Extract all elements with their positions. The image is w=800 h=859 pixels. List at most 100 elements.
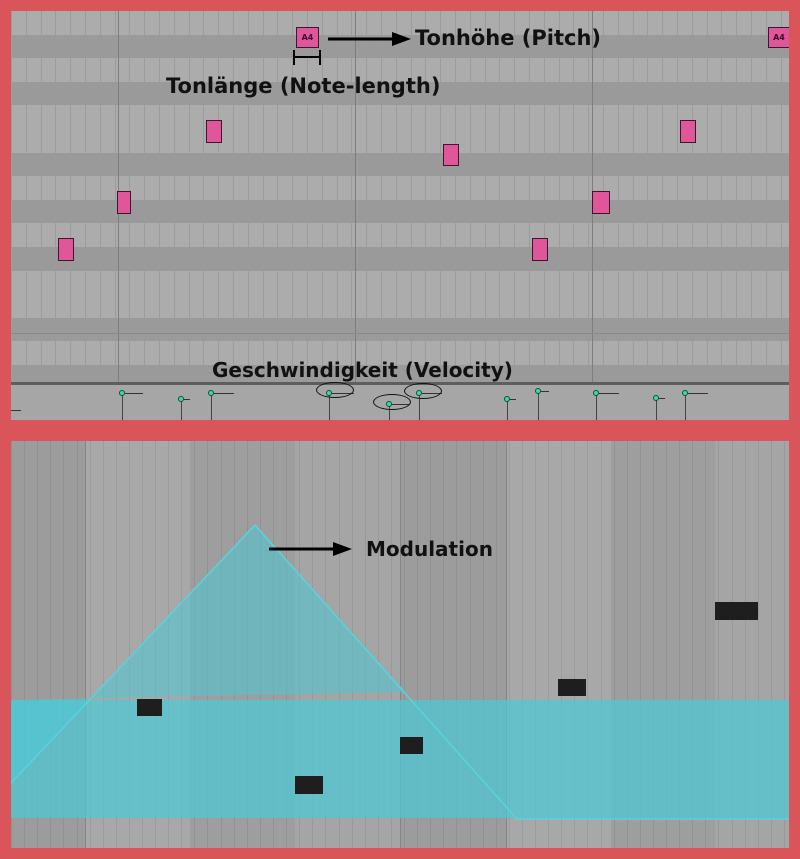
grid-line	[535, 441, 536, 848]
grid-line	[218, 11, 219, 420]
note-length-annotation: Tonlänge (Note-length)	[166, 74, 441, 98]
midi-note[interactable]	[532, 238, 548, 261]
grid-line	[129, 441, 130, 848]
velocity-stem	[507, 400, 508, 420]
note-block[interactable]	[715, 602, 758, 620]
grid-line	[63, 441, 64, 848]
modulation-automation-lane[interactable]: Modulation	[11, 441, 789, 848]
velocity-stem	[538, 392, 539, 420]
velocity-length-line	[125, 393, 143, 394]
velocity-stem	[596, 394, 597, 420]
grid-line	[203, 11, 204, 420]
modulation-band	[11, 700, 789, 818]
midi-note[interactable]	[206, 120, 222, 143]
midi-note[interactable]	[592, 191, 610, 214]
bar-line	[592, 11, 593, 420]
velocity-length-line	[214, 393, 234, 394]
grid-line	[522, 441, 523, 848]
key-row	[11, 270, 789, 296]
grid-line	[692, 11, 693, 420]
velocity-stem	[181, 400, 182, 420]
grid-line	[627, 441, 628, 848]
grid-line	[417, 441, 418, 848]
grid-line	[653, 441, 654, 848]
grid-line	[603, 11, 604, 420]
grid-line	[483, 441, 484, 848]
grid-line	[544, 11, 545, 420]
grid-line	[24, 441, 25, 848]
bar-line	[355, 11, 356, 420]
grid-line	[396, 11, 397, 420]
grid-line	[640, 441, 641, 848]
key-row	[11, 341, 789, 366]
bar-line	[118, 11, 119, 420]
velocity-handle[interactable]	[178, 396, 184, 402]
grid-line	[292, 11, 293, 420]
velocity-handle[interactable]	[119, 390, 125, 396]
velocity-handle[interactable]	[504, 396, 510, 402]
note-block[interactable]	[400, 737, 423, 754]
midi-note[interactable]	[680, 120, 696, 143]
grid-line	[509, 441, 510, 848]
grid-line	[456, 441, 457, 848]
grid-line	[116, 441, 117, 848]
note-pitch-label: A4	[773, 33, 785, 42]
note-block[interactable]	[137, 699, 162, 716]
grid-line	[692, 441, 693, 848]
velocity-handle[interactable]	[682, 390, 688, 396]
grid-line	[470, 11, 471, 420]
grid-line	[233, 11, 234, 420]
velocity-stem	[656, 399, 657, 420]
modulation-envelope[interactable]	[11, 441, 789, 848]
grid-line	[129, 11, 130, 420]
grid-line	[784, 441, 785, 848]
modulation-peak-area	[11, 525, 406, 783]
velocity-stem	[419, 394, 420, 420]
grid-line	[781, 11, 782, 420]
velocity-stem	[211, 394, 212, 420]
velocity-handle[interactable]	[208, 390, 214, 396]
velocity-length-line	[510, 399, 516, 400]
note-a4[interactable]: A4	[296, 27, 319, 48]
grid-line	[443, 441, 444, 848]
note-block[interactable]	[295, 776, 323, 794]
grid-line	[50, 441, 51, 848]
velocity-stem	[389, 405, 390, 420]
grid-line	[430, 441, 431, 848]
grid-line	[496, 441, 497, 848]
midi-note[interactable]	[58, 238, 74, 261]
grid-line	[90, 441, 91, 848]
velocity-length-line	[659, 398, 665, 399]
grid-line	[322, 11, 323, 420]
grid-line	[70, 11, 71, 420]
midi-note[interactable]	[117, 191, 131, 214]
grid-line	[470, 441, 471, 848]
grid-line	[771, 441, 772, 848]
velocity-stem	[122, 394, 123, 420]
grid-line	[159, 11, 160, 420]
velocity-handle[interactable]	[535, 388, 541, 394]
grid-line	[601, 441, 602, 848]
piano-roll-editor[interactable]: A4 A4 Tonhöhe (Pitch) Tonlänge (Note-leng…	[11, 11, 789, 420]
midi-note[interactable]	[443, 144, 459, 166]
velocity-stem	[329, 394, 330, 420]
grid-line	[411, 11, 412, 420]
velocity-length-line	[541, 391, 549, 392]
grid-line	[679, 441, 680, 848]
grid-line	[736, 11, 737, 420]
grid-line	[677, 11, 678, 420]
velocity-handle[interactable]	[593, 390, 599, 396]
note-pitch-label: A4	[301, 33, 314, 42]
note-a4-right[interactable]: A4	[768, 27, 789, 48]
velocity-handle[interactable]	[653, 395, 659, 401]
pitch-annotation: Tonhöhe (Pitch)	[415, 26, 602, 50]
grid-line	[721, 11, 722, 420]
grid-line	[766, 11, 767, 420]
grid-line	[455, 11, 456, 420]
grid-line	[41, 11, 42, 420]
grid-line	[745, 441, 746, 848]
note-block[interactable]	[558, 679, 586, 696]
grid-line	[440, 11, 441, 420]
grid-line	[85, 11, 86, 420]
grid-line	[366, 11, 367, 420]
